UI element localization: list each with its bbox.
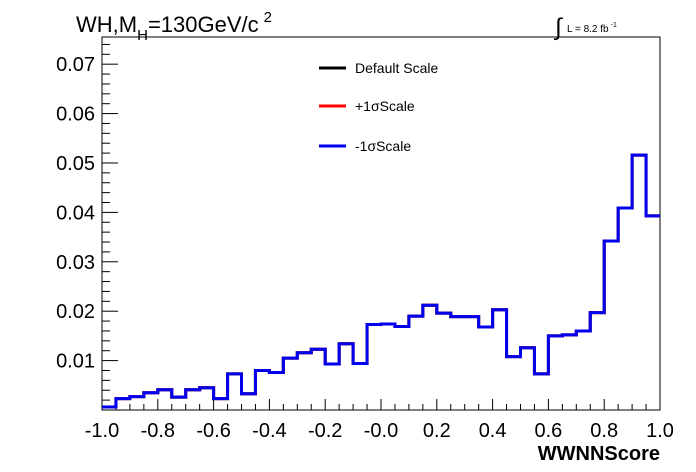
x-tick-label: -0.6 <box>196 420 230 442</box>
histogram-line-series-3 <box>102 153 660 409</box>
x-tick-label: 0.6 <box>534 420 562 442</box>
legend-label: Default Scale <box>355 60 438 76</box>
y-tick-label: 0.06 <box>56 104 95 126</box>
x-tick-label: 0.8 <box>590 420 618 442</box>
x-tick-label: -0.8 <box>141 420 175 442</box>
y-tick-label: 0.01 <box>56 351 95 373</box>
integral-symbol: ∫ <box>553 14 563 41</box>
x-axis-label: WWNNScore <box>538 443 660 465</box>
x-tick-label: 0.2 <box>423 420 451 442</box>
y-tick-label: 0.03 <box>56 252 95 274</box>
legend: Default Scale +1σScale -1σScale <box>319 60 438 154</box>
x-tick-label: -1.0 <box>85 420 119 442</box>
y-tick-label: 0.07 <box>56 54 95 76</box>
x-tick-label: -0.4 <box>252 420 286 442</box>
x-tick-label: -0.0 <box>364 420 398 442</box>
legend-label: -1σScale <box>355 138 411 154</box>
y-axis-tick-labels: 0.01 0.02 0.03 0.04 0.05 0.06 0.07 <box>56 54 95 372</box>
y-tick-label: 0.04 <box>56 202 95 224</box>
x-tick-label: -0.2 <box>308 420 342 442</box>
luminosity-text: L = 8.2 fb -1 <box>567 22 617 35</box>
x-axis-tick-labels: -1.0 -0.8 -0.6 -0.4 -0.2 -0.0 0.2 0.4 0.6 0.8 1.0 <box>85 420 674 442</box>
x-tick-label: 0.4 <box>479 420 507 442</box>
y-axis-ticks <box>102 43 118 401</box>
histogram-series <box>102 153 660 409</box>
x-tick-label: 1.0 <box>646 420 674 442</box>
y-tick-label: 0.05 <box>56 153 95 175</box>
legend-label: +1σScale <box>355 98 415 114</box>
y-tick-label: 0.02 <box>56 301 95 323</box>
x-axis-ticks <box>101 399 661 410</box>
chart-title: WH,MH=130GeV/c 2 <box>76 9 272 44</box>
luminosity-label: ∫ L = 8.2 fb -1 <box>553 14 617 41</box>
